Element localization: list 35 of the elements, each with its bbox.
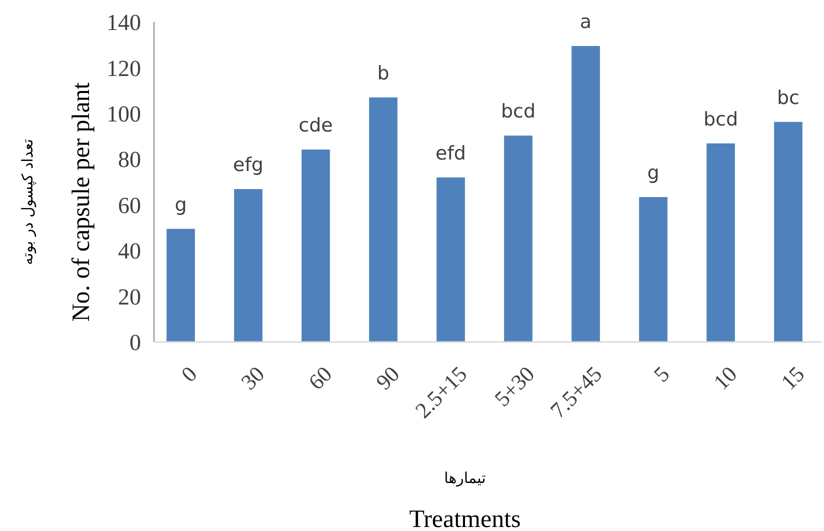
annotation: bcd bbox=[500, 100, 536, 123]
annotation: g bbox=[174, 194, 187, 216]
y-tick-label: 20 bbox=[118, 284, 141, 310]
y-tick-label: 40 bbox=[118, 238, 141, 264]
bar bbox=[706, 143, 735, 342]
bar bbox=[436, 177, 465, 342]
y-tick-label: 80 bbox=[118, 147, 141, 172]
x-tick-label: 10 bbox=[708, 361, 742, 395]
bar bbox=[166, 228, 195, 342]
y-tick-label: 0 bbox=[130, 330, 141, 356]
annotation: b bbox=[377, 62, 390, 84]
y-tick-label: 60 bbox=[118, 192, 141, 218]
bar bbox=[639, 197, 668, 342]
x-tick-label: 15 bbox=[776, 361, 810, 395]
y-tick-label: 100 bbox=[106, 101, 141, 126]
annotation: efg bbox=[233, 154, 264, 176]
x-tick-label: 90 bbox=[370, 361, 404, 395]
y-tick-label: 120 bbox=[106, 56, 141, 81]
bar bbox=[234, 189, 262, 342]
bar bbox=[572, 46, 600, 342]
x-tick-label: 30 bbox=[236, 361, 270, 395]
bar bbox=[302, 150, 330, 342]
x-tick-label: 60 bbox=[303, 361, 337, 395]
bar bbox=[774, 122, 802, 342]
x-tick-label: 5 bbox=[648, 361, 674, 387]
annotation: cde bbox=[298, 114, 333, 137]
bar bbox=[369, 97, 398, 342]
annotation: bc bbox=[776, 86, 800, 109]
annotation: g bbox=[647, 162, 660, 184]
y-tick-label: 140 bbox=[106, 10, 141, 36]
annotation: bcd bbox=[703, 108, 738, 130]
annotation: efd bbox=[436, 142, 466, 164]
x-tick-label: 0 bbox=[176, 361, 202, 387]
bar bbox=[504, 136, 532, 342]
annotation: a bbox=[580, 11, 592, 33]
